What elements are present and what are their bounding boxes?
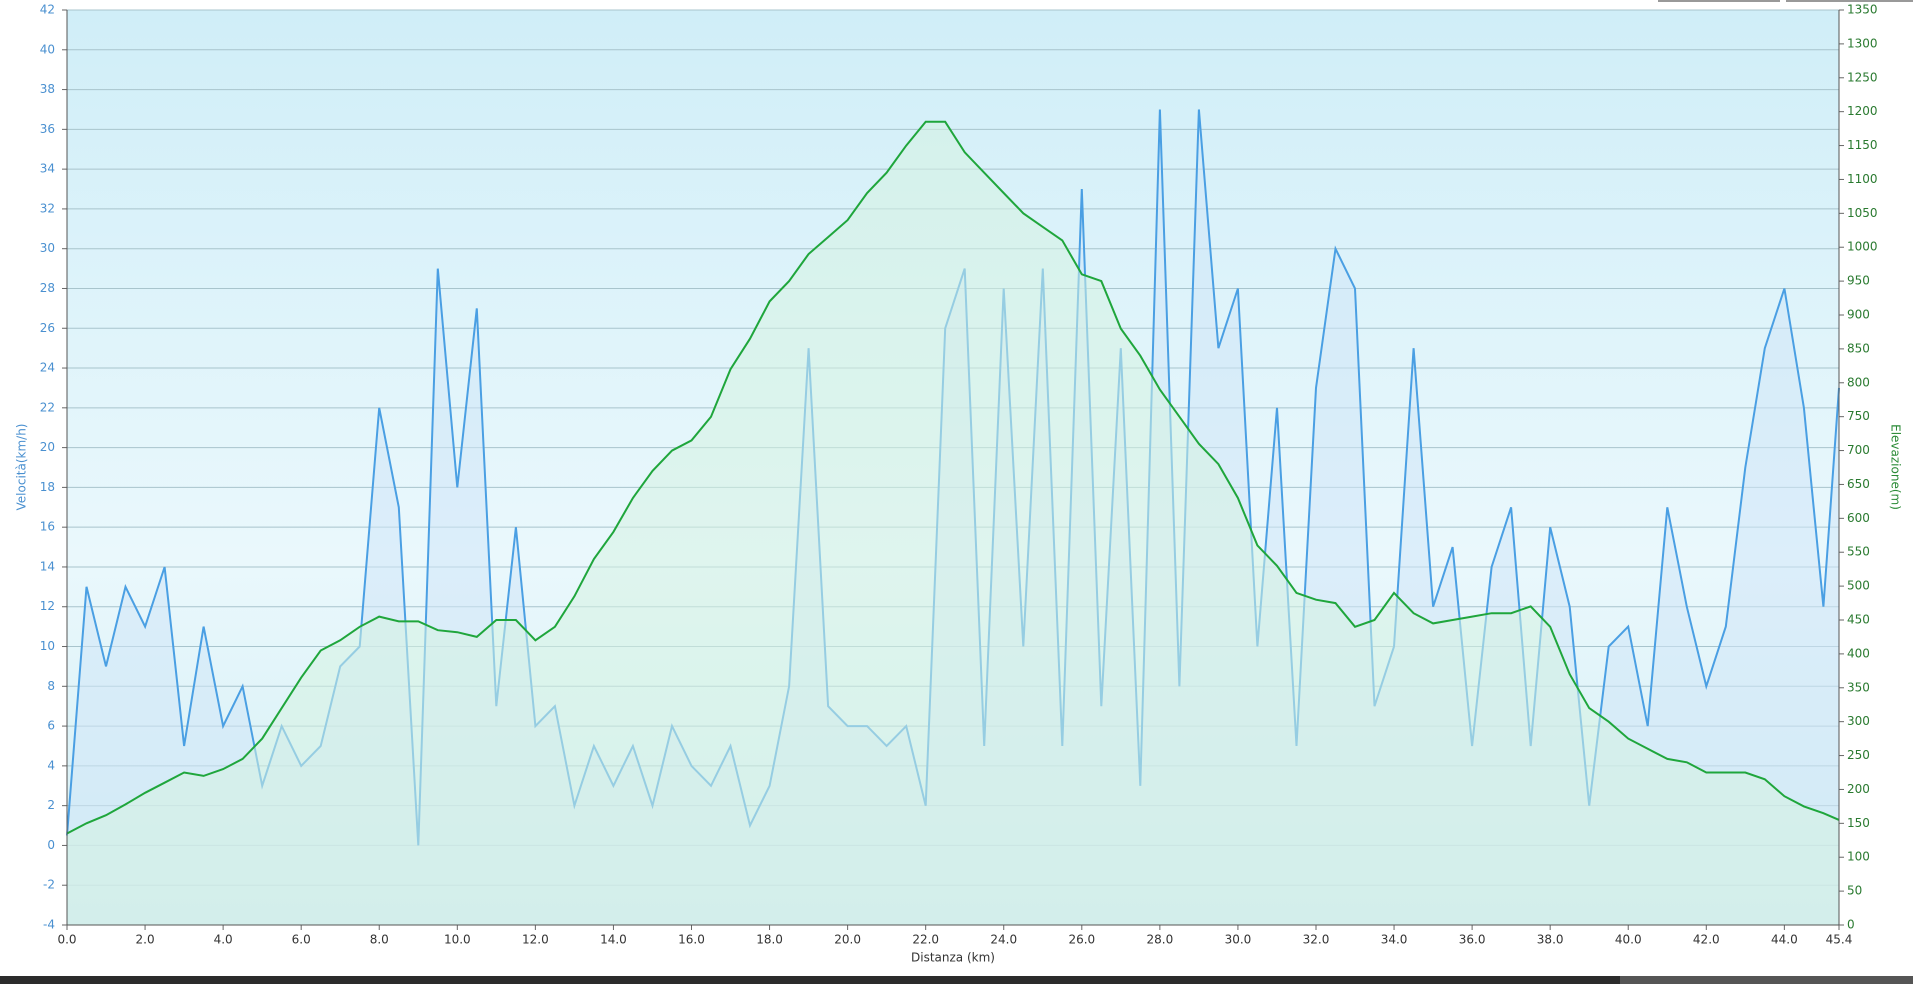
y2-tick-label: 1150	[1847, 138, 1878, 152]
y-tick-label: 30	[40, 241, 55, 255]
x-tick-label: 20.0	[834, 933, 861, 947]
y2-tick-label: 1200	[1847, 104, 1878, 118]
x-tick-label: 26.0	[1068, 933, 1095, 947]
y2-tick-label: 550	[1847, 545, 1870, 559]
y2-tick-label: 1100	[1847, 172, 1878, 186]
y2-tick-label: 1300	[1847, 36, 1878, 50]
status-bar	[0, 976, 1913, 984]
y2-tick-label: 750	[1847, 409, 1870, 423]
y2-tick-label: 1350	[1847, 3, 1878, 17]
y2-tick-label: 400	[1847, 646, 1870, 660]
x-axis-label: Distanza (km)	[911, 951, 995, 965]
x-tick-label: 0.0	[57, 933, 76, 947]
y-tick-label: 36	[40, 122, 55, 136]
y-tick-label: 24	[40, 361, 55, 375]
y2-tick-label: 950	[1847, 274, 1870, 288]
y2-tick-label: 100	[1847, 850, 1870, 864]
x-tick-label: 32.0	[1303, 933, 1330, 947]
y2-tick-label: 500	[1847, 579, 1870, 593]
x-tick-label: 44.0	[1771, 933, 1798, 947]
y-tick-label: 2	[47, 798, 55, 812]
x-tick-label: 40.0	[1615, 933, 1642, 947]
x-tick-label: 22.0	[912, 933, 939, 947]
x-tick-label: 6.0	[292, 933, 311, 947]
x-tick-label: 45.4	[1826, 933, 1853, 947]
y2-tick-label: 300	[1847, 714, 1870, 728]
x-tick-label: 14.0	[600, 933, 627, 947]
y-tick-label: 20	[40, 440, 55, 454]
x-tick-label: 28.0	[1147, 933, 1174, 947]
y2-tick-label: 600	[1847, 511, 1870, 525]
tab[interactable]	[1658, 0, 1780, 2]
x-tick-label: 36.0	[1459, 933, 1486, 947]
x-tick-label: 4.0	[214, 933, 233, 947]
y2-tick-label: 200	[1847, 782, 1870, 796]
y-tick-label: 16	[40, 520, 55, 534]
y2-tick-label: 450	[1847, 613, 1870, 627]
y-tick-label: 32	[40, 201, 55, 215]
x-tick-label: 2.0	[136, 933, 155, 947]
status-bar-item	[1620, 976, 1913, 984]
y2-tick-label: 700	[1847, 443, 1870, 457]
y-axis-label: Velocità(km/h)	[15, 424, 29, 511]
x-tick-label: 12.0	[522, 933, 549, 947]
y-tick-label: 42	[40, 3, 55, 17]
y-tick-label: 8	[47, 679, 55, 693]
y2-tick-label: 0	[1847, 918, 1855, 932]
y-tick-label: 28	[40, 281, 55, 295]
y2-tick-label: 350	[1847, 680, 1870, 694]
y2-tick-label: 1000	[1847, 240, 1878, 254]
y-tick-label: -4	[43, 918, 55, 932]
y2-tick-label: 50	[1847, 884, 1862, 898]
y-tick-label: 6	[47, 719, 55, 733]
y-tick-label: 34	[40, 162, 55, 176]
x-tick-label: 42.0	[1693, 933, 1720, 947]
y2-tick-label: 800	[1847, 375, 1870, 389]
x-tick-label: 34.0	[1381, 933, 1408, 947]
y-tick-label: 38	[40, 82, 55, 96]
y2-tick-label: 650	[1847, 477, 1870, 491]
x-tick-label: 16.0	[678, 933, 705, 947]
y-tick-label: 0	[47, 838, 55, 852]
x-tick-label: 10.0	[444, 933, 471, 947]
y-tick-label: 10	[40, 639, 55, 653]
y2-tick-label: 1250	[1847, 70, 1878, 84]
area	[67, 121, 1839, 926]
y-tick-label: 14	[40, 559, 55, 573]
x-tick-label: 30.0	[1225, 933, 1252, 947]
y2-tick-label: 900	[1847, 308, 1870, 322]
y2-axis-label: Elevazione(m)	[1889, 424, 1903, 510]
y-tick-label: 18	[40, 480, 55, 494]
line	[66, 120, 1840, 835]
x-tick-label: 8.0	[370, 933, 389, 947]
x-tick-label: 24.0	[990, 933, 1017, 947]
tab[interactable]	[1786, 0, 1913, 2]
y2-tick-label: 150	[1847, 816, 1870, 830]
y-tick-label: 12	[40, 599, 55, 613]
y-tick-label: 22	[40, 400, 55, 414]
y-tick-label: -2	[43, 878, 55, 892]
y-tick-label: 4	[47, 758, 55, 772]
y2-tick-label: 850	[1847, 341, 1870, 355]
y-tick-label: 26	[40, 321, 55, 335]
y-tick-label: 40	[40, 42, 55, 56]
y2-tick-label: 1050	[1847, 206, 1878, 220]
x-tick-label: 18.0	[756, 933, 783, 947]
x-tick-label: 38.0	[1537, 933, 1564, 947]
y2-tick-label: 250	[1847, 748, 1870, 762]
